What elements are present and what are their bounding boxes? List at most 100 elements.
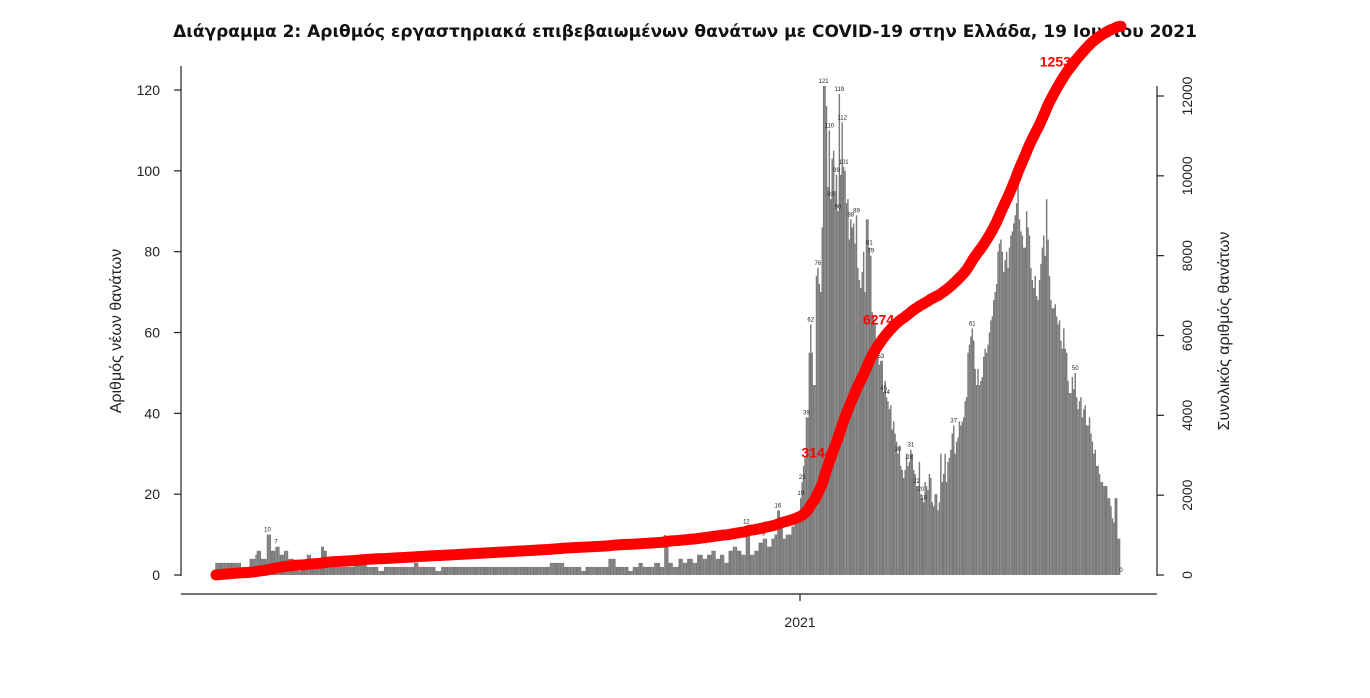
- y2-tick-label: 12000: [1179, 76, 1195, 115]
- bar: [471, 566, 473, 575]
- bar: [404, 566, 406, 575]
- bar-value-label: 89: [853, 208, 860, 214]
- bar: [411, 566, 413, 575]
- bar: [455, 566, 457, 575]
- bar: [838, 94, 841, 575]
- bar: [1105, 486, 1108, 575]
- bar: [1041, 247, 1044, 576]
- bar: [953, 425, 955, 575]
- bar: [1048, 275, 1051, 575]
- bar: [346, 566, 349, 575]
- bars-layer: [215, 85, 1121, 576]
- bar: [515, 566, 517, 575]
- bar: [445, 566, 447, 575]
- bar: [672, 566, 675, 575]
- bar: [435, 570, 437, 575]
- bar: [446, 566, 449, 575]
- bar: [728, 550, 730, 575]
- bar: [511, 566, 513, 575]
- bar: [985, 352, 988, 575]
- bar: [255, 554, 257, 575]
- bar: [355, 562, 357, 576]
- bar: [1047, 239, 1049, 576]
- bar: [508, 566, 510, 575]
- bar: [362, 562, 364, 576]
- bar: [805, 417, 808, 576]
- bar: [694, 562, 696, 576]
- bar: [717, 558, 719, 575]
- bar: [341, 566, 343, 575]
- bar: [963, 417, 965, 576]
- bar: [554, 562, 556, 576]
- y2-tick-label: 4000: [1179, 400, 1195, 431]
- axes-layer: 2021: [180, 66, 1158, 630]
- bar: [737, 550, 739, 575]
- bar: [810, 324, 812, 575]
- bar: [955, 441, 958, 576]
- bar: [975, 385, 978, 575]
- bar: [559, 562, 562, 576]
- bar: [684, 562, 686, 576]
- bar: [761, 542, 763, 575]
- bar: [920, 494, 922, 575]
- bar: [697, 554, 699, 575]
- bar: [704, 558, 706, 575]
- bar: [828, 130, 831, 576]
- bar: [488, 566, 490, 575]
- bar: [1060, 340, 1062, 575]
- bar: [1077, 409, 1079, 575]
- bar: [844, 170, 846, 575]
- bar: [319, 566, 322, 575]
- bar: [645, 566, 648, 575]
- bar: [529, 566, 532, 575]
- bar-value-label: 62: [807, 317, 814, 323]
- bar: [495, 566, 497, 575]
- bar: [655, 562, 658, 576]
- bar: [878, 364, 881, 575]
- bar: [396, 566, 399, 575]
- bar: [874, 324, 876, 575]
- bar: [714, 550, 716, 575]
- bar: [701, 554, 703, 575]
- bar: [760, 542, 762, 575]
- bar: [1117, 538, 1119, 576]
- bar: [617, 566, 619, 575]
- bar: [798, 514, 801, 576]
- bar: [531, 566, 533, 575]
- bar: [754, 550, 756, 575]
- bar: [791, 526, 793, 575]
- bar: [935, 494, 938, 575]
- bar: [486, 566, 489, 575]
- bar: [944, 453, 946, 575]
- bar: [1001, 251, 1004, 576]
- y-tick-label: 20: [144, 486, 160, 502]
- bar: [266, 534, 269, 575]
- bar: [585, 566, 588, 575]
- bar: [904, 469, 906, 575]
- bar: [732, 546, 735, 575]
- bar: [419, 566, 422, 575]
- bar: [1091, 441, 1094, 576]
- bar: [765, 538, 768, 576]
- bar-value-label: 88: [847, 212, 854, 218]
- bar: [814, 385, 816, 575]
- bar: [428, 566, 430, 575]
- bar: [415, 562, 417, 576]
- bar: [545, 566, 547, 575]
- bar: [631, 570, 633, 575]
- bar-value-label: 39: [803, 410, 810, 416]
- bar: [1025, 211, 1028, 575]
- bar: [481, 566, 483, 575]
- bar: [812, 385, 815, 575]
- bar-value-label: 20: [917, 487, 924, 493]
- bar: [657, 562, 659, 576]
- bar: [1057, 324, 1059, 575]
- bar: [1054, 304, 1056, 575]
- bar: [605, 566, 608, 575]
- bar: [278, 546, 280, 575]
- bar: [679, 558, 682, 575]
- bar: [800, 498, 802, 575]
- bar: [604, 566, 606, 575]
- bar: [444, 566, 446, 575]
